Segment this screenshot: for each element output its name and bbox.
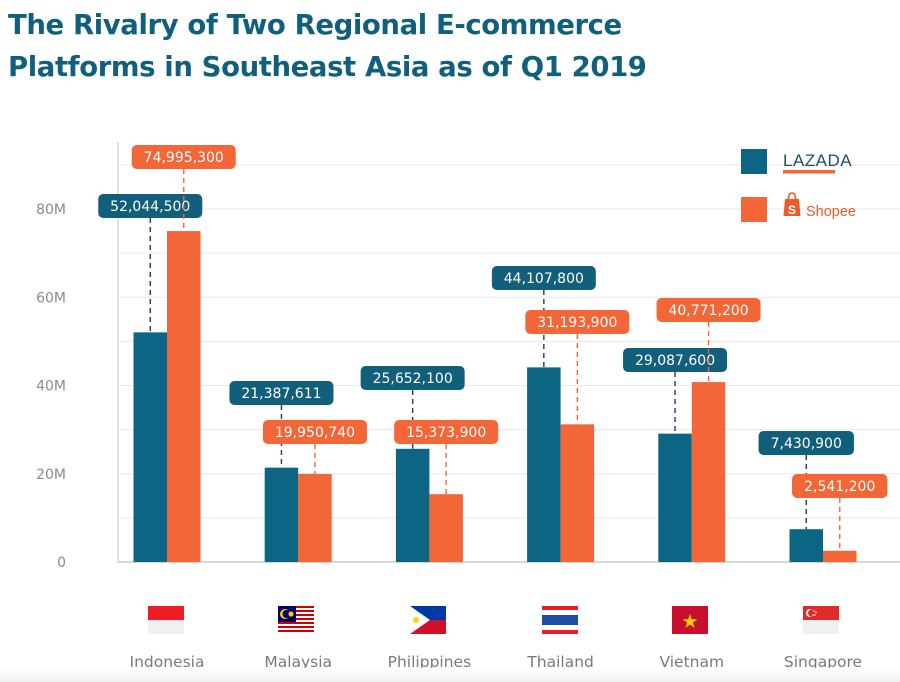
bottom-fade [0,668,900,682]
bar-shopee [429,494,463,562]
chart-title: The Rivalry of Two Regional E-commerce P… [8,4,647,88]
value-label: 40,771,200 [668,303,748,319]
y-axis: 0 20M 40M 60M 80M [36,142,900,571]
bars [133,231,857,562]
value-label-box [98,194,203,218]
category-label: Malaysia [264,653,332,671]
bar-lazada [789,529,823,562]
category-label: Vietnam [659,653,724,671]
value-label: 52,044,500 [110,199,190,215]
value-label-box [131,145,236,169]
chart-title-line-1: The Rivalry of Two Regional E-commerce [8,9,622,41]
bar-shopee [167,231,201,562]
value-label: 29,087,600 [635,353,715,369]
value-label-box [491,266,596,290]
bar-shopee [691,382,726,562]
value-label-box [394,420,499,444]
legend-label-shopee: Shopee [806,204,856,220]
value-label-box [229,381,334,405]
value-label: 2,541,200 [804,479,875,495]
y-tick-label: 40M [36,379,66,395]
y-tick-label: 20M [36,467,66,483]
y-tick-label: 60M [36,290,66,306]
lazada-logo-icon: LAZADA [783,151,852,174]
value-label: 7,430,900 [771,436,842,452]
legend-label-lazada: LAZADA [783,151,852,170]
bar-lazada [658,433,692,562]
value-label-box [792,474,888,498]
value-label: 15,373,900 [406,425,486,441]
value-labels: 52,044,500 74,995,300 21,387,611 19,950,740… [98,145,888,551]
value-label: 21,387,611 [241,386,321,402]
value-label-box [623,348,728,372]
category-label: Philippines [388,653,472,671]
x-axis-categories: Indonesia Malaysia Philippines Thailand Viet… [130,653,863,671]
value-label: 19,950,740 [275,425,355,441]
bar-lazada [395,448,430,562]
bar-lazada [264,467,299,562]
legend: LAZADA S Shopee [741,149,856,222]
category-label: Thailand [526,653,594,671]
bar-lazada [133,332,167,562]
gridlines [118,164,900,519]
flag-singapore-icon [803,606,839,634]
legend-swatch-shopee [741,197,767,222]
category-label: Singapore [784,653,862,671]
value-label-box [758,431,854,455]
flag-malaysia-icon [278,606,314,634]
legend-swatch-lazada [741,149,767,174]
bar-shopee [560,424,595,562]
value-label: 31,193,900 [537,315,617,331]
value-label-box [525,310,630,334]
bar-shopee [823,550,857,562]
value-label: 74,995,300 [144,150,224,166]
category-label: Indonesia [130,653,205,671]
y-tick-label: 80M [36,202,66,218]
value-label: 25,652,100 [373,371,453,387]
bar-shopee [298,473,332,562]
shopee-bag-icon: S [783,192,801,217]
flag-philippines-icon [410,606,446,634]
value-label-box [262,420,367,444]
bar-lazada [527,367,561,562]
flag-vietnam-icon [672,606,708,634]
flag-thailand-icon [542,606,578,634]
svg-text:S: S [788,203,796,217]
value-label-box [360,366,465,390]
chart-title-line-2: Platforms in Southeast Asia as of Q1 201… [8,51,647,83]
value-label-box [656,298,761,322]
flag-indonesia-icon [148,606,184,634]
y-tick-label: 0 [57,555,66,571]
value-label: 44,107,800 [504,271,584,287]
